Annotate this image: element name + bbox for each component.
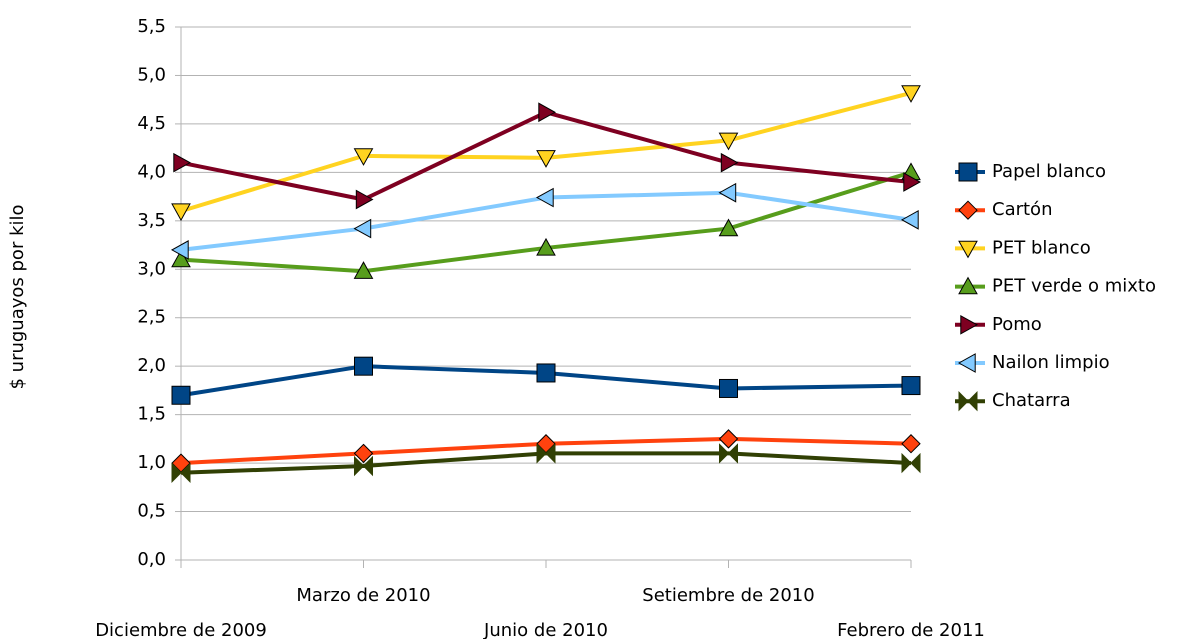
data-point <box>719 443 738 464</box>
legend-marker <box>958 390 978 412</box>
y-tick-label: 5,0 <box>137 64 166 85</box>
y-axis-label: $ uruguayos por kilo <box>7 204 28 389</box>
legend-label: Cartón <box>992 199 1052 220</box>
data-point <box>536 363 556 383</box>
data-point <box>718 182 737 203</box>
legend-label: Pomo <box>992 314 1042 335</box>
x-tick-label: Junio de 2010 <box>483 620 608 639</box>
data-point <box>718 132 739 151</box>
data-point <box>173 152 192 173</box>
legend-label: Chatarra <box>992 390 1071 411</box>
y-tick-label: 4,5 <box>137 113 166 134</box>
data-point <box>354 356 373 376</box>
data-point <box>171 462 191 483</box>
data-point <box>903 172 922 192</box>
data-point <box>900 209 919 230</box>
data-point <box>536 237 556 256</box>
y-tick-label: 1,0 <box>137 452 166 473</box>
x-tick-label: Setiembre de 2010 <box>642 585 814 606</box>
y-tick-label: 1,5 <box>137 404 166 425</box>
legend-marker <box>957 353 976 373</box>
legend-label: Papel blanco <box>992 161 1106 182</box>
data-point <box>171 249 191 268</box>
y-tick-label: 4,0 <box>137 161 166 182</box>
series-line <box>180 170 912 274</box>
x-tick-label: Marzo de 2010 <box>296 585 430 606</box>
data-point <box>353 148 374 166</box>
data-point <box>536 150 556 168</box>
y-tick-label: 3,5 <box>137 210 166 231</box>
legend-marker <box>958 240 978 259</box>
data-point <box>720 152 739 173</box>
y-tick-label: 0,5 <box>137 501 166 522</box>
y-tick-label: 2,0 <box>137 355 166 376</box>
data-point <box>353 443 374 464</box>
y-tick-label: 2,5 <box>137 307 166 328</box>
data-point <box>719 378 738 398</box>
y-tick-label: 3,0 <box>137 258 166 279</box>
legend-label: Nailon limpio <box>992 352 1110 373</box>
data-point <box>901 85 921 103</box>
data-point <box>171 385 191 405</box>
data-point <box>536 443 556 464</box>
data-point <box>718 218 739 237</box>
y-tick-label: 5,5 <box>137 16 166 37</box>
legend-label: PET blanco <box>992 237 1091 258</box>
y-tick-label: 0,0 <box>137 549 166 570</box>
data-point <box>901 434 921 454</box>
data-point <box>353 218 372 239</box>
x-tick-label: Febrero de 2011 <box>837 620 985 639</box>
data-point <box>718 429 739 449</box>
data-point <box>353 261 374 279</box>
legend-marker <box>958 276 978 295</box>
legend-marker <box>958 200 978 220</box>
legend-marker <box>958 162 978 182</box>
data-point <box>901 452 921 474</box>
x-tick-label: Diciembre de 2009 <box>95 620 267 639</box>
data-point <box>354 455 373 477</box>
data-point <box>355 189 374 210</box>
data-point <box>538 102 557 123</box>
data-point <box>901 376 921 396</box>
data-point <box>170 240 189 260</box>
legend-label: PET verde o mixto <box>992 276 1156 297</box>
legend-marker <box>960 314 979 335</box>
data-point <box>171 203 191 222</box>
data-point <box>535 187 554 208</box>
